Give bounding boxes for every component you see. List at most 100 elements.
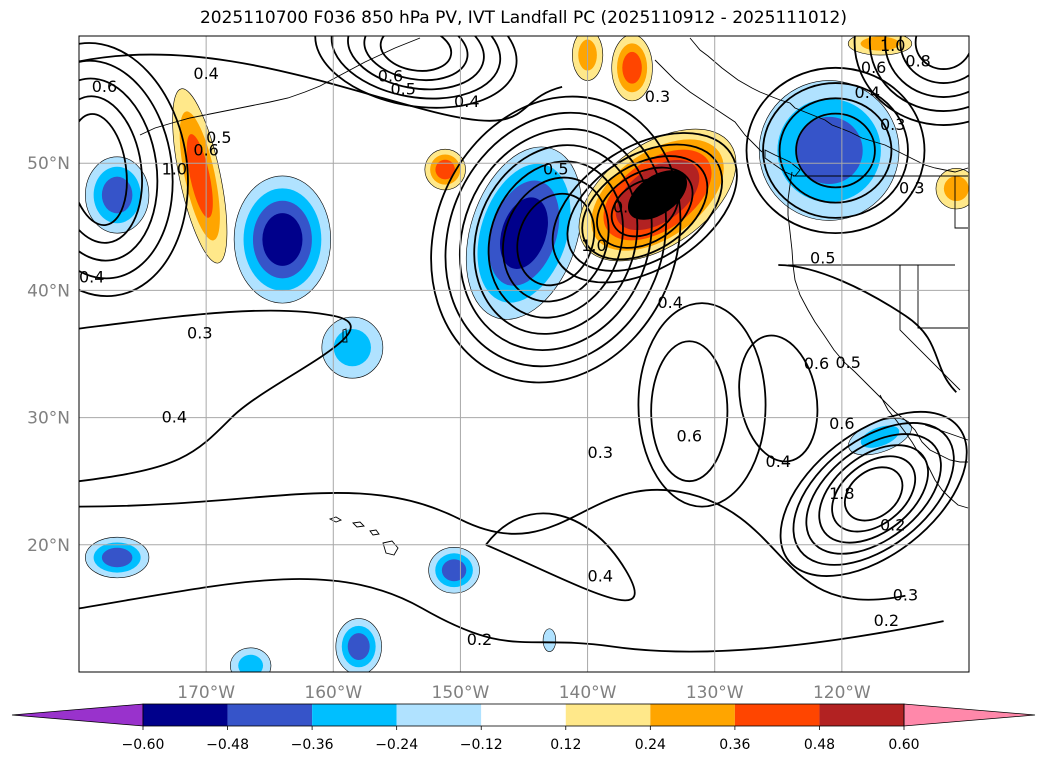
lon-tick-label: 150°W <box>432 683 490 703</box>
contour-label: 0.4 <box>193 64 218 83</box>
ivt-contour-trough-6 <box>502 176 610 303</box>
colorbar-segment <box>819 704 904 726</box>
ivt-contour-mid-0.4 <box>485 512 636 602</box>
ivt-contour-north-0.4 <box>79 53 563 122</box>
contour-label: 0.4 <box>79 268 104 287</box>
contour-label: 0.2 <box>467 630 492 649</box>
colorbar-segment <box>565 704 651 726</box>
contour-label: 0.5 <box>390 79 415 98</box>
longitude-tick-labels: 170°W 160°W 150°W 140°W 130°W 120°W <box>177 683 871 703</box>
contour-label: 0.5 <box>835 353 860 372</box>
ivt-contour-central-0.3 <box>79 309 352 483</box>
north-pacific-island <box>342 328 348 343</box>
colorbar-tick-label: −0.24 <box>375 737 418 753</box>
pv-shade-interior-west-level-2 <box>943 176 969 202</box>
ivt-contour-dateline-5 <box>79 113 128 227</box>
contour-label: 0.3 <box>588 443 613 462</box>
hawaii-island-3 <box>369 529 380 536</box>
map-frame <box>78 35 970 673</box>
ivt-contour-alaska-4 <box>363 36 469 82</box>
colorbar-tick-label: 0.60 <box>888 737 919 753</box>
lat-tick-label: 40°N <box>27 281 70 301</box>
contour-label: 1.0 <box>581 236 606 255</box>
ivt-contour-ridge-3 <box>581 155 709 261</box>
contour-label: 0.3 <box>645 87 670 106</box>
colorbar-segment <box>734 704 820 726</box>
colorbar-under-extension <box>11 703 144 727</box>
ivt-contour-trough-3 <box>458 128 653 351</box>
lat-tick-label: 20°N <box>27 536 70 556</box>
contour-label: 0.4 <box>588 567 613 586</box>
ivt-contour-trough-1 <box>430 95 682 384</box>
ivt-contour-south-0.2 <box>79 578 944 653</box>
contour-labels-layer: 0.60.40.50.61.00.40.60.50.4 0.30.30.40.51… <box>79 36 931 649</box>
ivt-contour-northeast-5 <box>914 36 969 70</box>
ivt-contour-dateline-1 <box>79 42 189 298</box>
contour-label: 0.6 <box>829 414 854 433</box>
ivt-contour-ridge-5 <box>610 178 679 238</box>
ivt-contour-baja-3 <box>805 433 942 555</box>
ivt-contour-baja-2 <box>792 422 955 566</box>
colorbar-over-extension <box>903 703 1036 727</box>
contour-label: 0.6 <box>651 185 676 204</box>
colorbar-tick-label: −0.60 <box>122 737 165 753</box>
contour-label: 0.6 <box>804 354 829 373</box>
contour-label: 0.4 <box>657 293 682 312</box>
colorbar-segment <box>312 704 397 726</box>
ivt-contour-baja-4 <box>818 444 929 544</box>
ivt-contour-subtrop-2 <box>650 340 729 483</box>
ivt-contour-alaska-3 <box>347 36 485 91</box>
lon-tick-label: 130°W <box>686 683 744 703</box>
contour-label: 0.3 <box>893 586 918 605</box>
colorbar-tick-label: −0.48 <box>206 737 249 753</box>
contour-label: 1.8 <box>829 484 854 503</box>
lat-tick-label: 30°N <box>27 409 70 429</box>
ivt-contour-northeast-2 <box>868 36 969 112</box>
ivt-contour-subtrop-1 <box>637 302 767 508</box>
pv-shade-subtropic-central-level-2 <box>333 329 371 367</box>
pv-shade-dateline-trough-level-4 <box>262 213 303 266</box>
contour-label: 0.6 <box>193 140 218 159</box>
ivt-contour-pnw-2 <box>762 82 909 219</box>
north-america-coastline <box>689 37 969 173</box>
colorbar-tick-label: 0.36 <box>719 737 750 753</box>
contour-label: 0.6 <box>677 427 702 446</box>
colorbar-segment <box>396 704 482 726</box>
ivt-contour-south-0.3 <box>79 488 906 601</box>
ivt-contour-trough-2 <box>444 111 667 368</box>
ivt-contour-pnw-1 <box>745 66 926 235</box>
pv-shade-south-dot-level-1 <box>542 628 557 652</box>
contour-label: 0.3 <box>187 324 212 343</box>
map-gridlines <box>79 36 969 672</box>
colorbar-tick-label: 0.24 <box>635 737 666 753</box>
colorbar-tick-label: 0.48 <box>804 737 835 753</box>
contour-label: 0.4 <box>855 83 880 102</box>
coastline-layer <box>139 37 969 556</box>
colorbar: −0.60 −0.48 −0.36 −0.24 −0.12 0.12 0.24 0.36 0.4… <box>11 703 1036 753</box>
contour-label: 0.5 <box>206 128 231 147</box>
contour-label: 0.8 <box>905 51 930 70</box>
hawaii-island-4 <box>382 540 399 556</box>
ivt-contour-trough-5 <box>487 160 624 319</box>
lon-tick-label: 140°W <box>559 683 617 703</box>
colorbar-segment <box>650 704 735 726</box>
ivt-contour-subtrop-3 <box>738 334 819 463</box>
contour-label: 0.3 <box>880 115 905 134</box>
ivt-contour-baja-6 <box>844 466 904 522</box>
hawaii-island-2 <box>352 521 365 528</box>
pv-shade-west-edge-level-3 <box>101 176 133 214</box>
ivt-contour-northeast-1 <box>853 36 969 126</box>
contour-label: 0.6 <box>92 77 117 96</box>
ivt-contour-baja-1 <box>779 410 968 577</box>
pv-shade-gulf-ridge-level-5 <box>627 170 688 220</box>
ivt-contour-trough-7 <box>516 192 596 287</box>
alaska-panhandle <box>654 59 763 153</box>
colorbar-tick-label: 0.12 <box>550 737 581 753</box>
contour-label: 0.2 <box>874 611 899 630</box>
contour-label: 0.4 <box>766 452 791 471</box>
ivt-contour-baja-5 <box>831 455 917 533</box>
ivt-contour-alaska-2 <box>330 36 502 100</box>
ivt-contour-dateline-3 <box>79 77 159 262</box>
contour-label: 0.6 <box>378 67 403 86</box>
